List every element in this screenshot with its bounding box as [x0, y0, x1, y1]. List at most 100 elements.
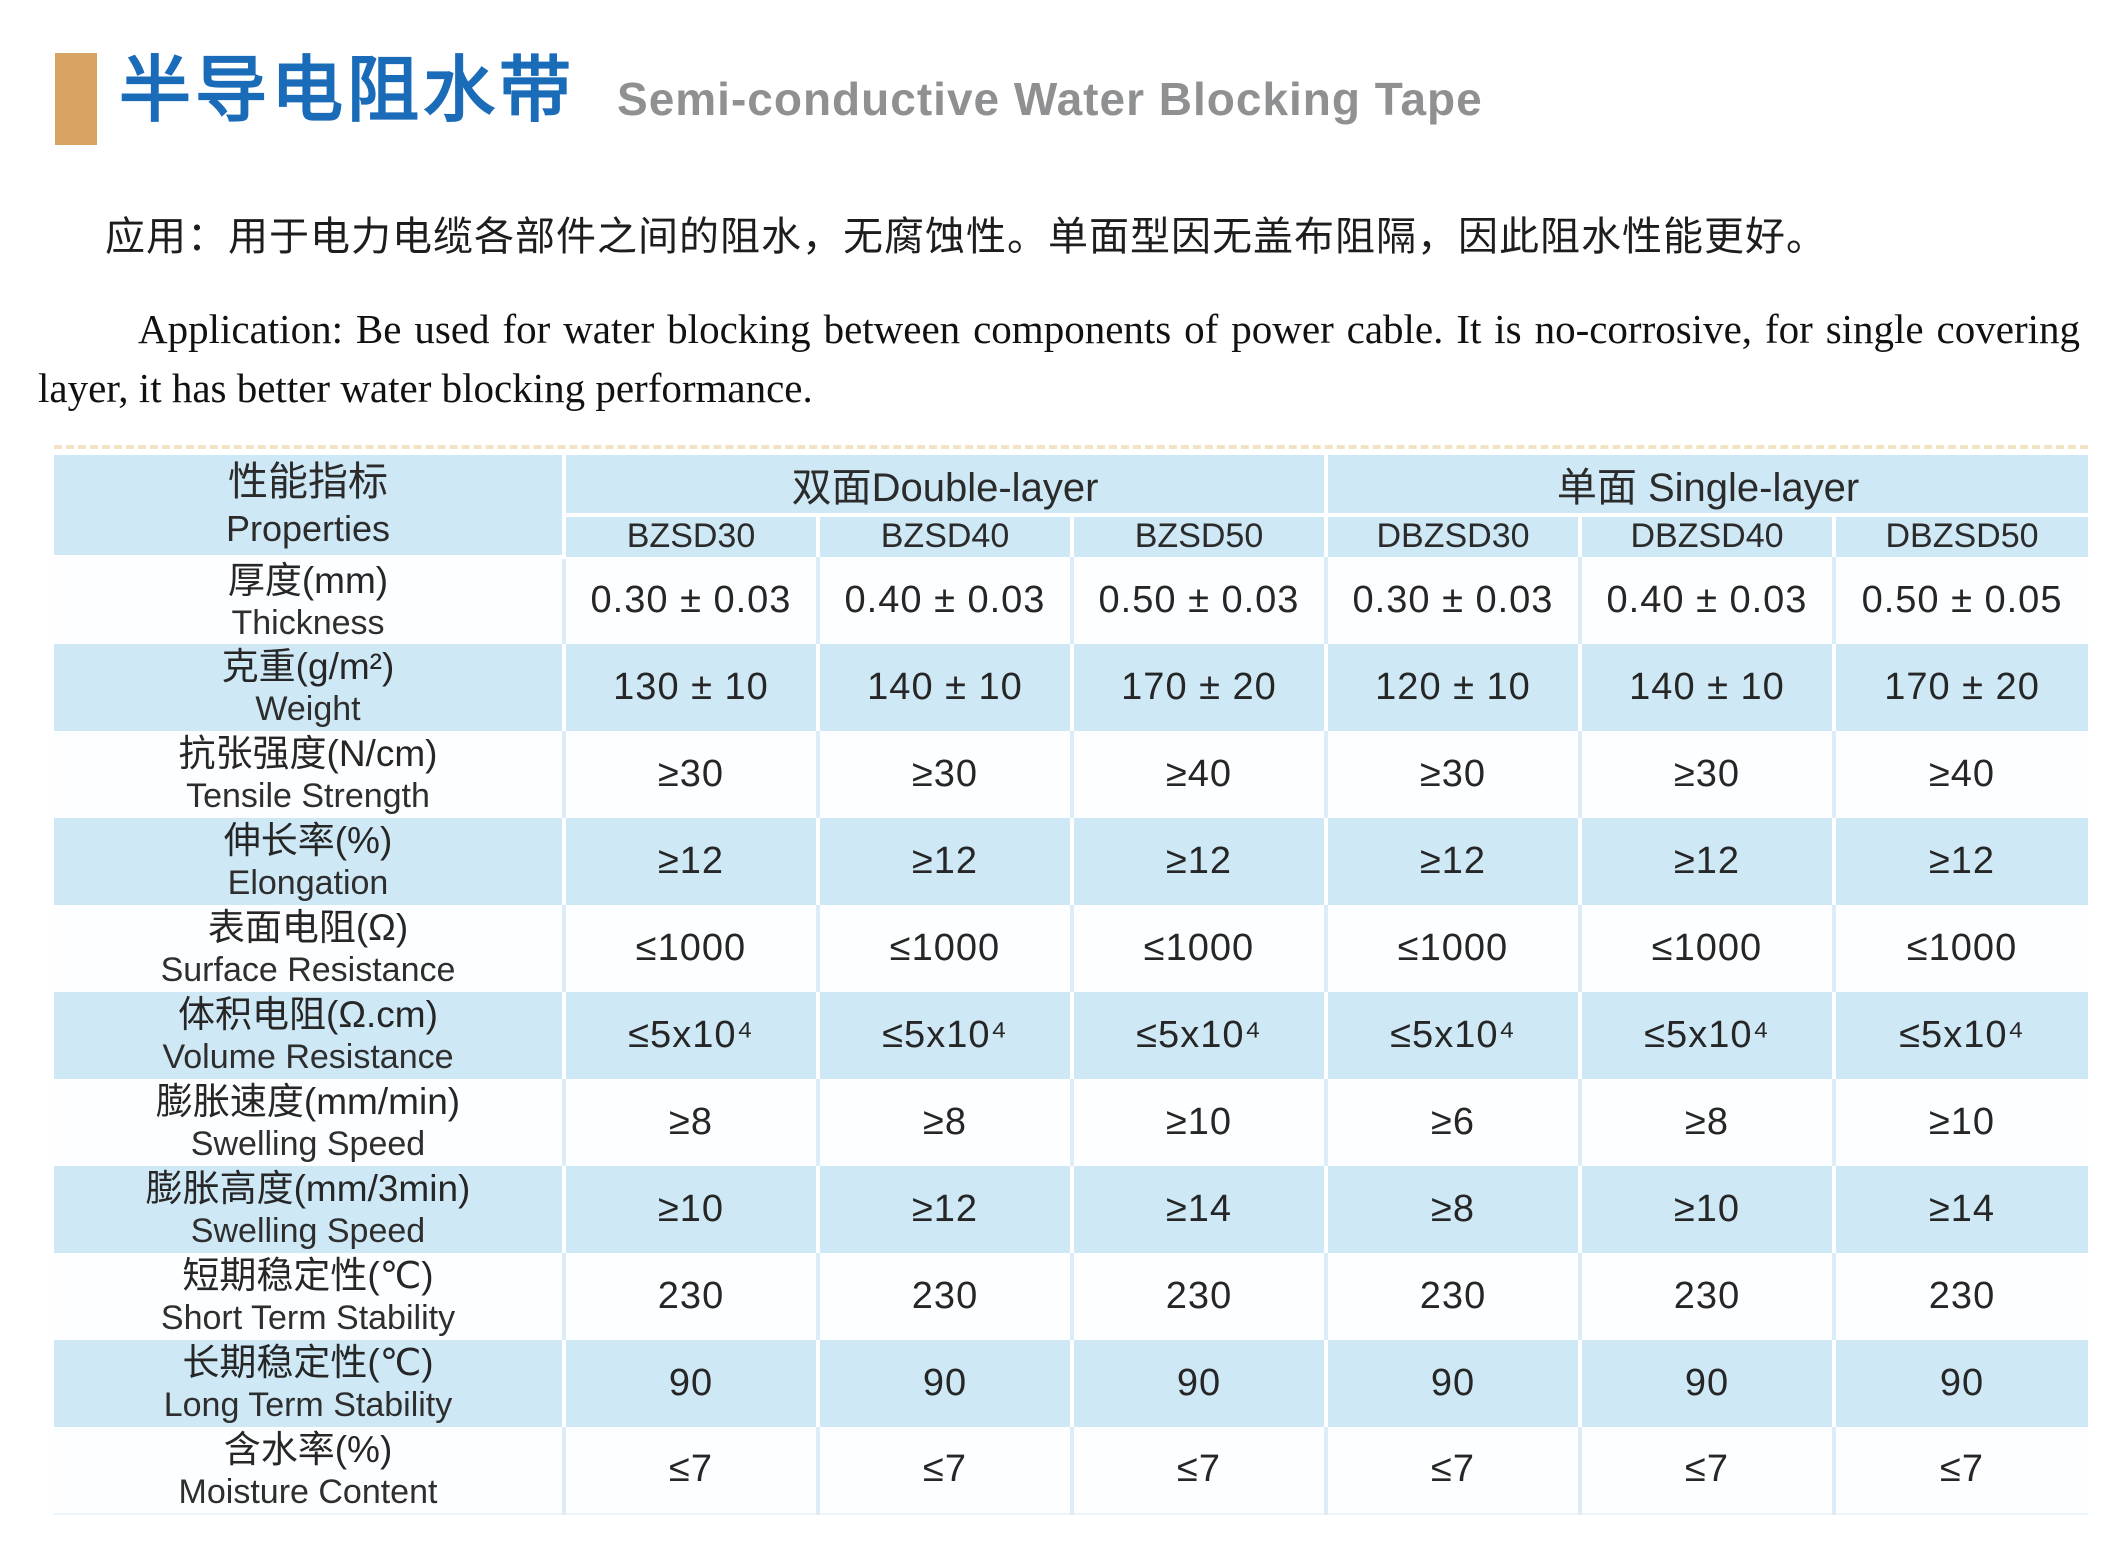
value-cell: ≥14 [1834, 1165, 2089, 1253]
table-row: 短期稳定性(℃) Short Term Stability 230 230 230 230… [54, 1252, 2089, 1340]
value-cell: ≥8 [564, 1078, 820, 1166]
value-cell: ≥8 [1580, 1078, 1836, 1166]
value-cell: ≥40 [1072, 730, 1328, 818]
value-cell: 230 [564, 1252, 820, 1340]
property-label-en: Elongation [227, 864, 389, 903]
value-cell: 90 [1326, 1339, 1582, 1427]
table-header-group-row: 性能指标 Properties 双面Double-layer 单面 Single… [54, 454, 2089, 559]
value-cell: 0.30 ± 0.03 [1326, 556, 1582, 644]
value-cell: 230 [1326, 1252, 1582, 1340]
value-cell: ≤5x10⁴ [1834, 991, 2089, 1079]
model-header: DBZSD40 [1580, 514, 1836, 557]
value-cell: ≤1000 [1580, 904, 1836, 992]
value-cell: ≤7 [1834, 1426, 2089, 1514]
value-cell: ≤5x10⁴ [818, 991, 1074, 1079]
value-cell: ≤5x10⁴ [1326, 991, 1582, 1079]
group-header-double-layer: 双面Double-layer [564, 454, 1328, 517]
property-label-en: Thickness [231, 604, 385, 643]
property-label-en: Swelling Speed [190, 1125, 426, 1164]
table-row: 膨胀速度(mm/min) Swelling Speed ≥8 ≥8 ≥10 ≥6 ≥8 ≥10 [54, 1078, 2089, 1166]
divider-line [54, 444, 2088, 449]
property-label-cn: 克重(g/m²) [221, 646, 395, 688]
property-label-cn: 体积电阻(Ω.cm) [178, 994, 438, 1036]
property-label-cell: 体积电阻(Ω.cm) Volume Resistance [54, 991, 566, 1079]
model-header: BZSD40 [818, 514, 1074, 557]
value-cell: 120 ± 10 [1326, 643, 1582, 731]
value-cell: ≥10 [564, 1165, 820, 1253]
value-cell: 170 ± 20 [1834, 643, 2089, 731]
property-label-cell: 膨胀高度(mm/3min) Swelling Speed [54, 1165, 566, 1253]
value-cell: ≤1000 [1072, 904, 1328, 992]
property-label-cn: 膨胀速度(mm/min) [155, 1081, 461, 1123]
value-cell: ≥30 [818, 730, 1074, 818]
value-cell: ≥30 [1580, 730, 1836, 818]
value-cell: 130 ± 10 [564, 643, 820, 731]
spec-table-head: 性能指标 Properties 双面Double-layer 单面 Single… [54, 454, 2089, 559]
model-header: DBZSD50 [1834, 514, 2089, 557]
value-cell: ≥12 [1072, 817, 1328, 905]
value-cell: 230 [1834, 1252, 2089, 1340]
application-text-cn: 应用：用于电力电缆各部件之间的阻水，无腐蚀性。单面型因无盖布阻隔，因此阻水性能更… [105, 215, 1827, 259]
value-cell: ≥14 [1072, 1165, 1328, 1253]
value-cell: 230 [1580, 1252, 1836, 1340]
property-label-cell: 抗张强度(N/cm) Tensile Strength [54, 730, 566, 818]
property-label-en: Tensile Strength [186, 777, 430, 816]
value-cell: 0.50 ± 0.05 [1834, 556, 2089, 644]
value-cell: ≥40 [1834, 730, 2089, 818]
value-cell: ≤5x10⁴ [1580, 991, 1836, 1079]
table-row: 克重(g/m²) Weight 130 ± 10 140 ± 10 170 ± 20 12… [54, 643, 2089, 731]
value-cell: ≤7 [1072, 1426, 1328, 1514]
table-row: 表面电阻(Ω) Surface Resistance ≤1000 ≤1000 ≤1000… [54, 904, 2089, 992]
property-label-cell: 伸长率(%) Elongation [54, 817, 566, 905]
value-cell: ≥30 [1326, 730, 1582, 818]
value-cell: ≥10 [1834, 1078, 2089, 1166]
value-cell: ≤1000 [1834, 904, 2089, 992]
value-cell: 90 [818, 1339, 1074, 1427]
property-label-cn: 长期稳定性(℃) [182, 1342, 434, 1384]
value-cell: 140 ± 10 [818, 643, 1074, 731]
value-cell: 90 [1580, 1339, 1836, 1427]
value-cell: 0.30 ± 0.03 [564, 556, 820, 644]
property-label-en: Surface Resistance [160, 951, 456, 990]
table-row: 抗张强度(N/cm) Tensile Strength ≥30 ≥30 ≥40 ≥30 ≥3… [54, 730, 2089, 818]
value-cell: ≤1000 [818, 904, 1074, 992]
value-cell: ≥12 [1326, 817, 1582, 905]
property-label-cell: 克重(g/m²) Weight [54, 643, 566, 731]
value-cell: ≤1000 [564, 904, 820, 992]
value-cell: ≥12 [564, 817, 820, 905]
property-label-cell: 表面电阻(Ω) Surface Resistance [54, 904, 566, 992]
property-label-cell: 长期稳定性(℃) Long Term Stability [54, 1339, 566, 1427]
page-title-en: Semi-conductive Water Blocking Tape [617, 73, 1483, 125]
value-cell: 90 [564, 1339, 820, 1427]
property-label-cell: 膨胀速度(mm/min) Swelling Speed [54, 1078, 566, 1166]
page: { "header": { "title_cn": "半导电阻水带", "tit… [0, 50, 2118, 1556]
value-cell: ≤7 [818, 1426, 1074, 1514]
application-text-en: Application: Be used for water blocking … [38, 306, 2080, 412]
value-cell: ≤7 [564, 1426, 820, 1514]
spec-table-body: 厚度(mm) Thickness 0.30 ± 0.03 0.40 ± 0.03 0.5… [54, 556, 2089, 1514]
group-header-single-layer: 单面 Single-layer [1326, 454, 2089, 517]
table-row: 含水率(%) Moisture Content ≤7 ≤7 ≤7 ≤7 ≤7 ≤7 [54, 1426, 2089, 1514]
properties-header-cn: 性能指标 [228, 459, 388, 504]
properties-header-cell: 性能指标 Properties [54, 454, 566, 559]
value-cell: ≤7 [1580, 1426, 1836, 1514]
value-cell: ≥12 [1834, 817, 2089, 905]
title-marker-bar [55, 53, 97, 145]
value-cell: 0.50 ± 0.03 [1072, 556, 1328, 644]
value-cell: ≥8 [1326, 1165, 1582, 1253]
model-header: BZSD30 [564, 514, 820, 557]
value-cell: ≤1000 [1326, 904, 1582, 992]
value-cell: ≥6 [1326, 1078, 1582, 1166]
property-label-cell: 含水率(%) Moisture Content [54, 1426, 566, 1514]
property-label-en: Short Term Stability [160, 1299, 456, 1338]
table-row: 体积电阻(Ω.cm) Volume Resistance ≤5x10⁴ ≤5x10⁴ ≤… [54, 991, 2089, 1079]
value-cell: ≥10 [1072, 1078, 1328, 1166]
property-label-cn: 含水率(%) [223, 1428, 393, 1470]
property-label-cn: 表面电阻(Ω) [207, 907, 409, 949]
model-header: DBZSD30 [1326, 514, 1582, 557]
value-cell: ≥12 [1580, 817, 1836, 905]
page-title-cn: 半导电阻水带 [119, 51, 576, 131]
value-cell: 90 [1072, 1339, 1328, 1427]
value-cell: ≤5x10⁴ [1072, 991, 1328, 1079]
property-label-en: Moisture Content [178, 1472, 438, 1511]
